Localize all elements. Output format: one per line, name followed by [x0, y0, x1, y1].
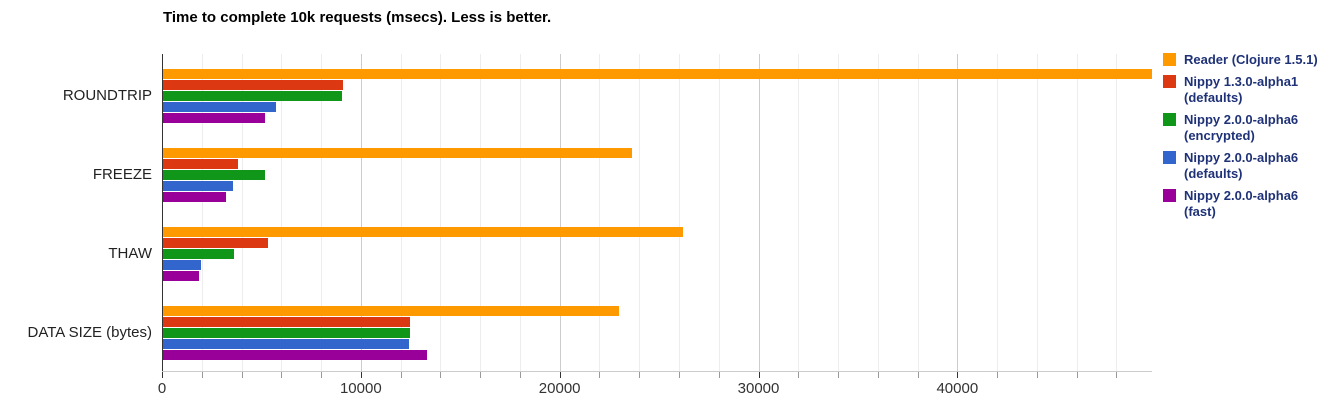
category-label: DATA SIZE (bytes) [27, 324, 152, 342]
bar-reader-clojure-1-5-1 [163, 147, 632, 158]
gridline [201, 54, 203, 371]
gridline [400, 54, 402, 371]
legend-swatch [1163, 151, 1176, 164]
bar-nippy-2-0-0-alpha6-defaults [163, 180, 233, 191]
legend: Reader (Clojure 1.5.1) Nippy 1.3.0-alpha1… [1163, 52, 1331, 226]
x-axis-tick [599, 372, 601, 378]
bar-nippy-2-0-0-alpha6-defaults [163, 101, 276, 112]
bar-nippy-1-3-0-alpha1-defaults [163, 238, 268, 249]
x-tick-label: 0 [157, 380, 167, 397]
category-label: FREEZE [92, 165, 152, 183]
x-axis-tick [519, 372, 521, 378]
x-tick-label: 10000 [339, 380, 382, 397]
legend-item: Nippy 2.0.0-alpha6 (encrypted) [1163, 112, 1331, 144]
bar-nippy-2-0-0-alpha6-fast [163, 271, 199, 282]
x-tick-label: 20000 [538, 380, 581, 397]
gridline [1036, 54, 1038, 371]
bar-nippy-2-0-0-alpha6-encrypted [163, 90, 342, 101]
legend-item: Nippy 2.0.0-alpha6 (defaults) [1163, 150, 1331, 182]
gridline [957, 54, 959, 371]
gridline [718, 54, 720, 371]
bar-nippy-2-0-0-alpha6-fast [163, 350, 428, 361]
x-tick-label: 40000 [936, 380, 979, 397]
x-axis-tick [201, 372, 203, 378]
bar-nippy-2-0-0-alpha6-defaults [163, 339, 409, 350]
gridline [599, 54, 601, 371]
legend-item: Nippy 2.0.0-alpha6 (fast) [1163, 188, 1331, 220]
x-axis-tick [281, 372, 283, 378]
gridline [360, 54, 362, 371]
chart-title: Time to complete 10k requests (msecs). L… [163, 9, 552, 26]
x-axis-tick [360, 372, 362, 378]
y-axis-line [162, 54, 163, 371]
x-axis-tick [957, 372, 959, 378]
legend-label: Nippy 2.0.0-alpha6 (fast) [1184, 188, 1299, 219]
x-axis-tick [798, 372, 800, 378]
x-axis-baseline [162, 371, 1152, 372]
bar-reader-clojure-1-5-1 [163, 306, 619, 317]
x-axis-tick [400, 372, 402, 378]
gridline [997, 54, 999, 371]
bar-nippy-2-0-0-alpha6-defaults [163, 260, 201, 271]
legend-item: Reader (Clojure 1.5.1) [1163, 52, 1331, 68]
bar-reader-clojure-1-5-1 [163, 227, 683, 238]
x-axis-tick [877, 372, 879, 378]
gridline [559, 54, 561, 371]
x-axis-tick [162, 372, 163, 378]
gridline [639, 54, 641, 371]
x-axis-tick [1076, 372, 1078, 378]
gridline [1076, 54, 1078, 371]
bar-reader-clojure-1-5-1 [163, 68, 1152, 79]
legend-item: Nippy 1.3.0-alpha1 (defaults) [1163, 74, 1331, 106]
legend-swatch [1163, 189, 1176, 202]
bar-nippy-2-0-0-alpha6-fast [163, 191, 226, 202]
category-label: ROUNDTRIP [62, 86, 152, 104]
x-axis-tick [321, 372, 323, 378]
x-axis-tick [1116, 372, 1118, 378]
gridline [321, 54, 323, 371]
legend-swatch [1163, 113, 1176, 126]
legend-swatch [1163, 53, 1176, 66]
legend-label: Nippy 2.0.0-alpha6 (encrypted) [1184, 112, 1299, 143]
x-tick-label: 30000 [737, 380, 780, 397]
legend-label: Nippy 1.3.0-alpha1 (defaults) [1184, 74, 1299, 105]
gridline [281, 54, 283, 371]
bar-nippy-2-0-0-alpha6-fast [163, 112, 266, 123]
gridline [440, 54, 442, 371]
bar-nippy-2-0-0-alpha6-encrypted [163, 169, 265, 180]
bar-nippy-1-3-0-alpha1-defaults [163, 317, 410, 328]
x-axis-tick [241, 372, 243, 378]
x-axis-tick [480, 372, 482, 378]
legend-swatch [1163, 75, 1176, 88]
x-axis-tick [440, 372, 442, 378]
gridline [838, 54, 840, 371]
bar-nippy-1-3-0-alpha1-defaults [163, 79, 343, 90]
gridline [877, 54, 879, 371]
x-axis-tick [997, 372, 999, 378]
bar-nippy-2-0-0-alpha6-encrypted [163, 328, 411, 339]
gridline [480, 54, 482, 371]
gridline [519, 54, 521, 371]
legend-label: Nippy 2.0.0-alpha6 (defaults) [1184, 150, 1299, 181]
bar-nippy-2-0-0-alpha6-encrypted [163, 249, 234, 260]
category-label: THAW [108, 245, 152, 263]
gridline [758, 54, 760, 371]
x-axis-tick [838, 372, 840, 378]
gridline [917, 54, 919, 371]
gridline [798, 54, 800, 371]
x-axis-tick [1036, 372, 1038, 378]
gridline [1116, 54, 1118, 371]
bar-nippy-1-3-0-alpha1-defaults [163, 158, 239, 169]
gridline [241, 54, 243, 371]
x-axis-tick [758, 372, 760, 378]
x-axis-tick [678, 372, 680, 378]
legend-label: Reader (Clojure 1.5.1) [1184, 52, 1318, 67]
gridline [678, 54, 680, 371]
x-axis-tick [718, 372, 720, 378]
x-axis-tick [639, 372, 641, 378]
x-axis-tick [917, 372, 919, 378]
x-axis-tick [559, 372, 561, 378]
